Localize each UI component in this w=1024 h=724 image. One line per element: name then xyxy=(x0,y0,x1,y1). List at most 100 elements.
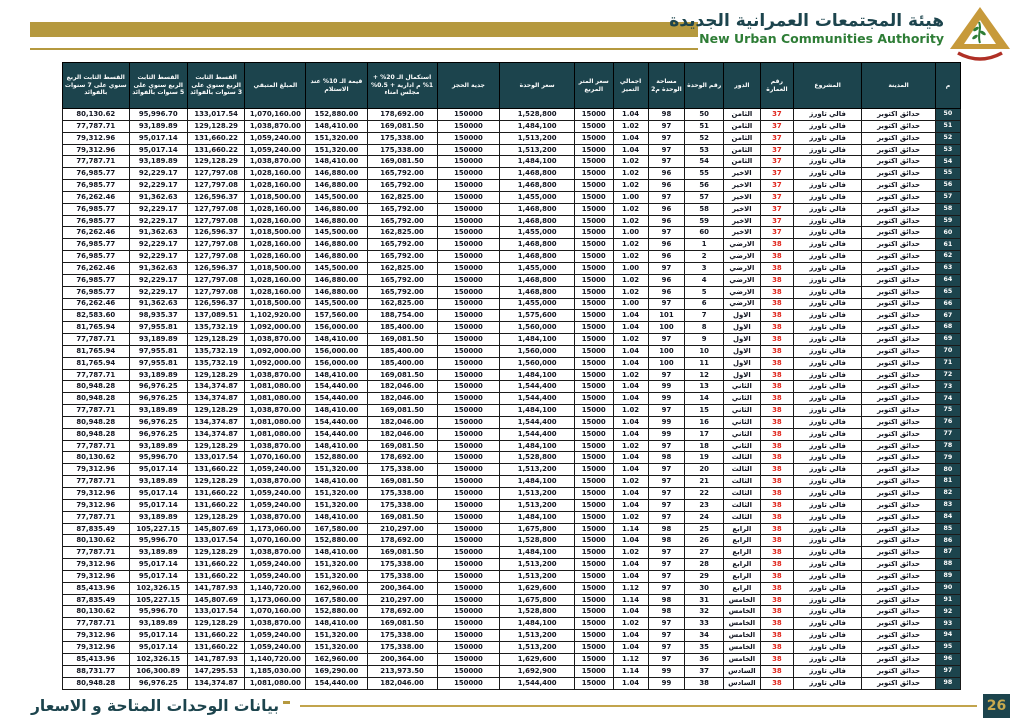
cell-installment_3y: 127,797.08 xyxy=(186,179,246,192)
authority-title-arabic: هيئة المجتمعات العمرانية الجديدة xyxy=(669,11,944,31)
cell-floor: الاخير xyxy=(722,214,761,228)
cell-floor: الاول xyxy=(722,321,761,335)
cell-unit_price: 1,513,200 xyxy=(499,629,575,642)
cell-area_m2: 97 xyxy=(647,368,686,382)
cell-remaining_amount: 1,092,000.00 xyxy=(244,356,307,370)
cell-remaining_amount: 1,038,870.00 xyxy=(244,333,307,346)
cell-premium_total: 1.02 xyxy=(612,439,649,453)
cell-building_no: 38 xyxy=(759,309,795,323)
cell-premium_total: 1.02 xyxy=(612,475,649,488)
cell-installment_3y: 129,128.29 xyxy=(186,368,246,382)
cell-floor: الخامس xyxy=(722,652,761,666)
cell-unit_price: 1,484,100 xyxy=(499,119,575,133)
cell-unit_price: 1,484,100 xyxy=(499,368,575,382)
cell-booking_deposit: 150000 xyxy=(436,380,501,394)
cell-no: 70 xyxy=(934,344,962,358)
cell-project: فالي تاورز xyxy=(792,309,863,323)
cell-meter_price: 15000 xyxy=(573,108,614,121)
cell-remaining_amount: 1,028,160.00 xyxy=(244,285,307,299)
cell-remaining_amount: 1,070,160.00 xyxy=(244,108,307,121)
cell-building_no: 38 xyxy=(759,285,795,299)
cell-completion_20pct: 175,338.00 xyxy=(366,131,438,145)
cell-delivery_10pct_value: 146,880.00 xyxy=(305,179,368,192)
cell-project: فالي تاورز xyxy=(792,676,863,690)
cell-no: 65 xyxy=(934,285,962,299)
cell-completion_20pct: 185,400.00 xyxy=(366,344,438,358)
cell-city: حدائق اكتوبر xyxy=(861,250,936,263)
cell-city: حدائق اكتوبر xyxy=(861,593,936,607)
cell-floor: الثامن xyxy=(722,143,761,157)
cell-floor: الارضي xyxy=(722,238,761,252)
cell-booking_deposit: 150000 xyxy=(436,285,501,299)
table-row: 60 حدائق اكتوبر فالي تاورز 37 الاخير 60 97 1.00… xyxy=(62,226,962,240)
cell-booking_deposit: 150000 xyxy=(436,214,501,228)
cell-premium_total: 1.02 xyxy=(612,214,649,228)
cell-installment_5y: 98,935.37 xyxy=(128,309,188,323)
cell-area_m2: 97 xyxy=(647,652,686,666)
cell-completion_20pct: 210,297.00 xyxy=(366,522,438,536)
table-row: 50 حدائق اكتوبر فالي تاورز 37 الثامن 50 98 1.04… xyxy=(62,108,962,121)
cell-completion_20pct: 175,338.00 xyxy=(366,629,438,642)
cell-no: 72 xyxy=(934,368,962,382)
cell-no: 84 xyxy=(934,510,962,524)
cell-project: فالي تاورز xyxy=(792,581,863,595)
cell-installment_7y: 76,985.77 xyxy=(62,214,130,228)
cell-unit_no: 24 xyxy=(684,510,724,524)
cell-area_m2: 98 xyxy=(647,522,686,536)
cell-installment_5y: 92,229.17 xyxy=(128,202,188,216)
cell-delivery_10pct_value: 146,880.00 xyxy=(305,273,368,287)
cell-installment_3y: 131,660.22 xyxy=(186,131,246,145)
cell-floor: الخامس xyxy=(722,640,761,654)
cell-unit_no: 5 xyxy=(684,285,724,299)
cell-unit_price: 1,513,200 xyxy=(499,558,575,571)
cell-building_no: 38 xyxy=(759,238,795,252)
cell-installment_5y: 96,976.25 xyxy=(128,427,188,441)
authority-title-english: New Urban Communities Authority xyxy=(699,30,944,46)
cell-delivery_10pct_value: 169,290.00 xyxy=(305,664,368,678)
cell-premium_total: 1.02 xyxy=(612,368,649,382)
cell-project: فالي تاورز xyxy=(792,487,863,500)
cell-project: فالي تاورز xyxy=(792,534,863,548)
cell-booking_deposit: 150000 xyxy=(436,261,501,275)
cell-project: فالي تاورز xyxy=(792,522,863,536)
cell-installment_7y: 76,985.77 xyxy=(62,238,130,252)
cell-unit_price: 1,484,100 xyxy=(499,155,575,169)
cell-unit_price: 1,468,800 xyxy=(499,238,575,252)
cell-floor: الثالث xyxy=(722,475,761,488)
cell-city: حدائق اكتوبر xyxy=(861,179,936,192)
cell-installment_5y: 102,326.15 xyxy=(128,581,188,595)
cell-meter_price: 15000 xyxy=(573,676,614,690)
cell-area_m2: 96 xyxy=(647,214,686,228)
cell-installment_3y: 129,128.29 xyxy=(186,155,246,169)
cell-city: حدائق اكتوبر xyxy=(861,427,936,441)
cell-remaining_amount: 1,102,920.00 xyxy=(244,309,307,323)
cell-no: 81 xyxy=(934,475,962,488)
cell-project: فالي تاورز xyxy=(792,344,863,358)
cell-no: 51 xyxy=(934,119,962,133)
cell-completion_20pct: 169,081.50 xyxy=(366,333,438,346)
cell-city: حدائق اكتوبر xyxy=(861,451,936,465)
table-header-row: م المدينة المشروع رقم العمارة الدور رقم الوحد… xyxy=(62,62,962,109)
header-gold-bar xyxy=(30,22,698,37)
cell-building_no: 37 xyxy=(759,167,795,181)
cell-installment_5y: 105,227.15 xyxy=(128,522,188,536)
cell-installment_5y: 93,189.89 xyxy=(128,617,188,631)
cell-booking_deposit: 150000 xyxy=(436,415,501,429)
cell-meter_price: 15000 xyxy=(573,309,614,323)
column-header-installment_3y: القسط الثابت الربع سنوي على 3 سنوات بالف… xyxy=(186,62,246,109)
cell-completion_20pct: 162,825.00 xyxy=(366,297,438,311)
cell-building_no: 37 xyxy=(759,226,795,240)
cell-premium_total: 1.02 xyxy=(612,617,649,631)
cell-floor: الثاني xyxy=(722,427,761,441)
cell-no: 59 xyxy=(934,214,962,228)
cell-completion_20pct: 165,792.00 xyxy=(366,273,438,287)
cell-unit_no: 27 xyxy=(684,546,724,560)
table-row: 84 حدائق اكتوبر فالي تاورز 38 الثالث 24 97 1.02… xyxy=(62,510,962,524)
cell-meter_price: 15000 xyxy=(573,261,614,275)
column-header-delivery_10pct_value: قيمة الـ 10% عند الاستلام xyxy=(305,62,368,109)
cell-unit_price: 1,468,800 xyxy=(499,273,575,287)
cell-booking_deposit: 150000 xyxy=(436,510,501,524)
cell-remaining_amount: 1,140,720.00 xyxy=(244,652,307,666)
cell-installment_5y: 92,229.17 xyxy=(128,273,188,287)
cell-unit_no: 30 xyxy=(684,581,724,595)
